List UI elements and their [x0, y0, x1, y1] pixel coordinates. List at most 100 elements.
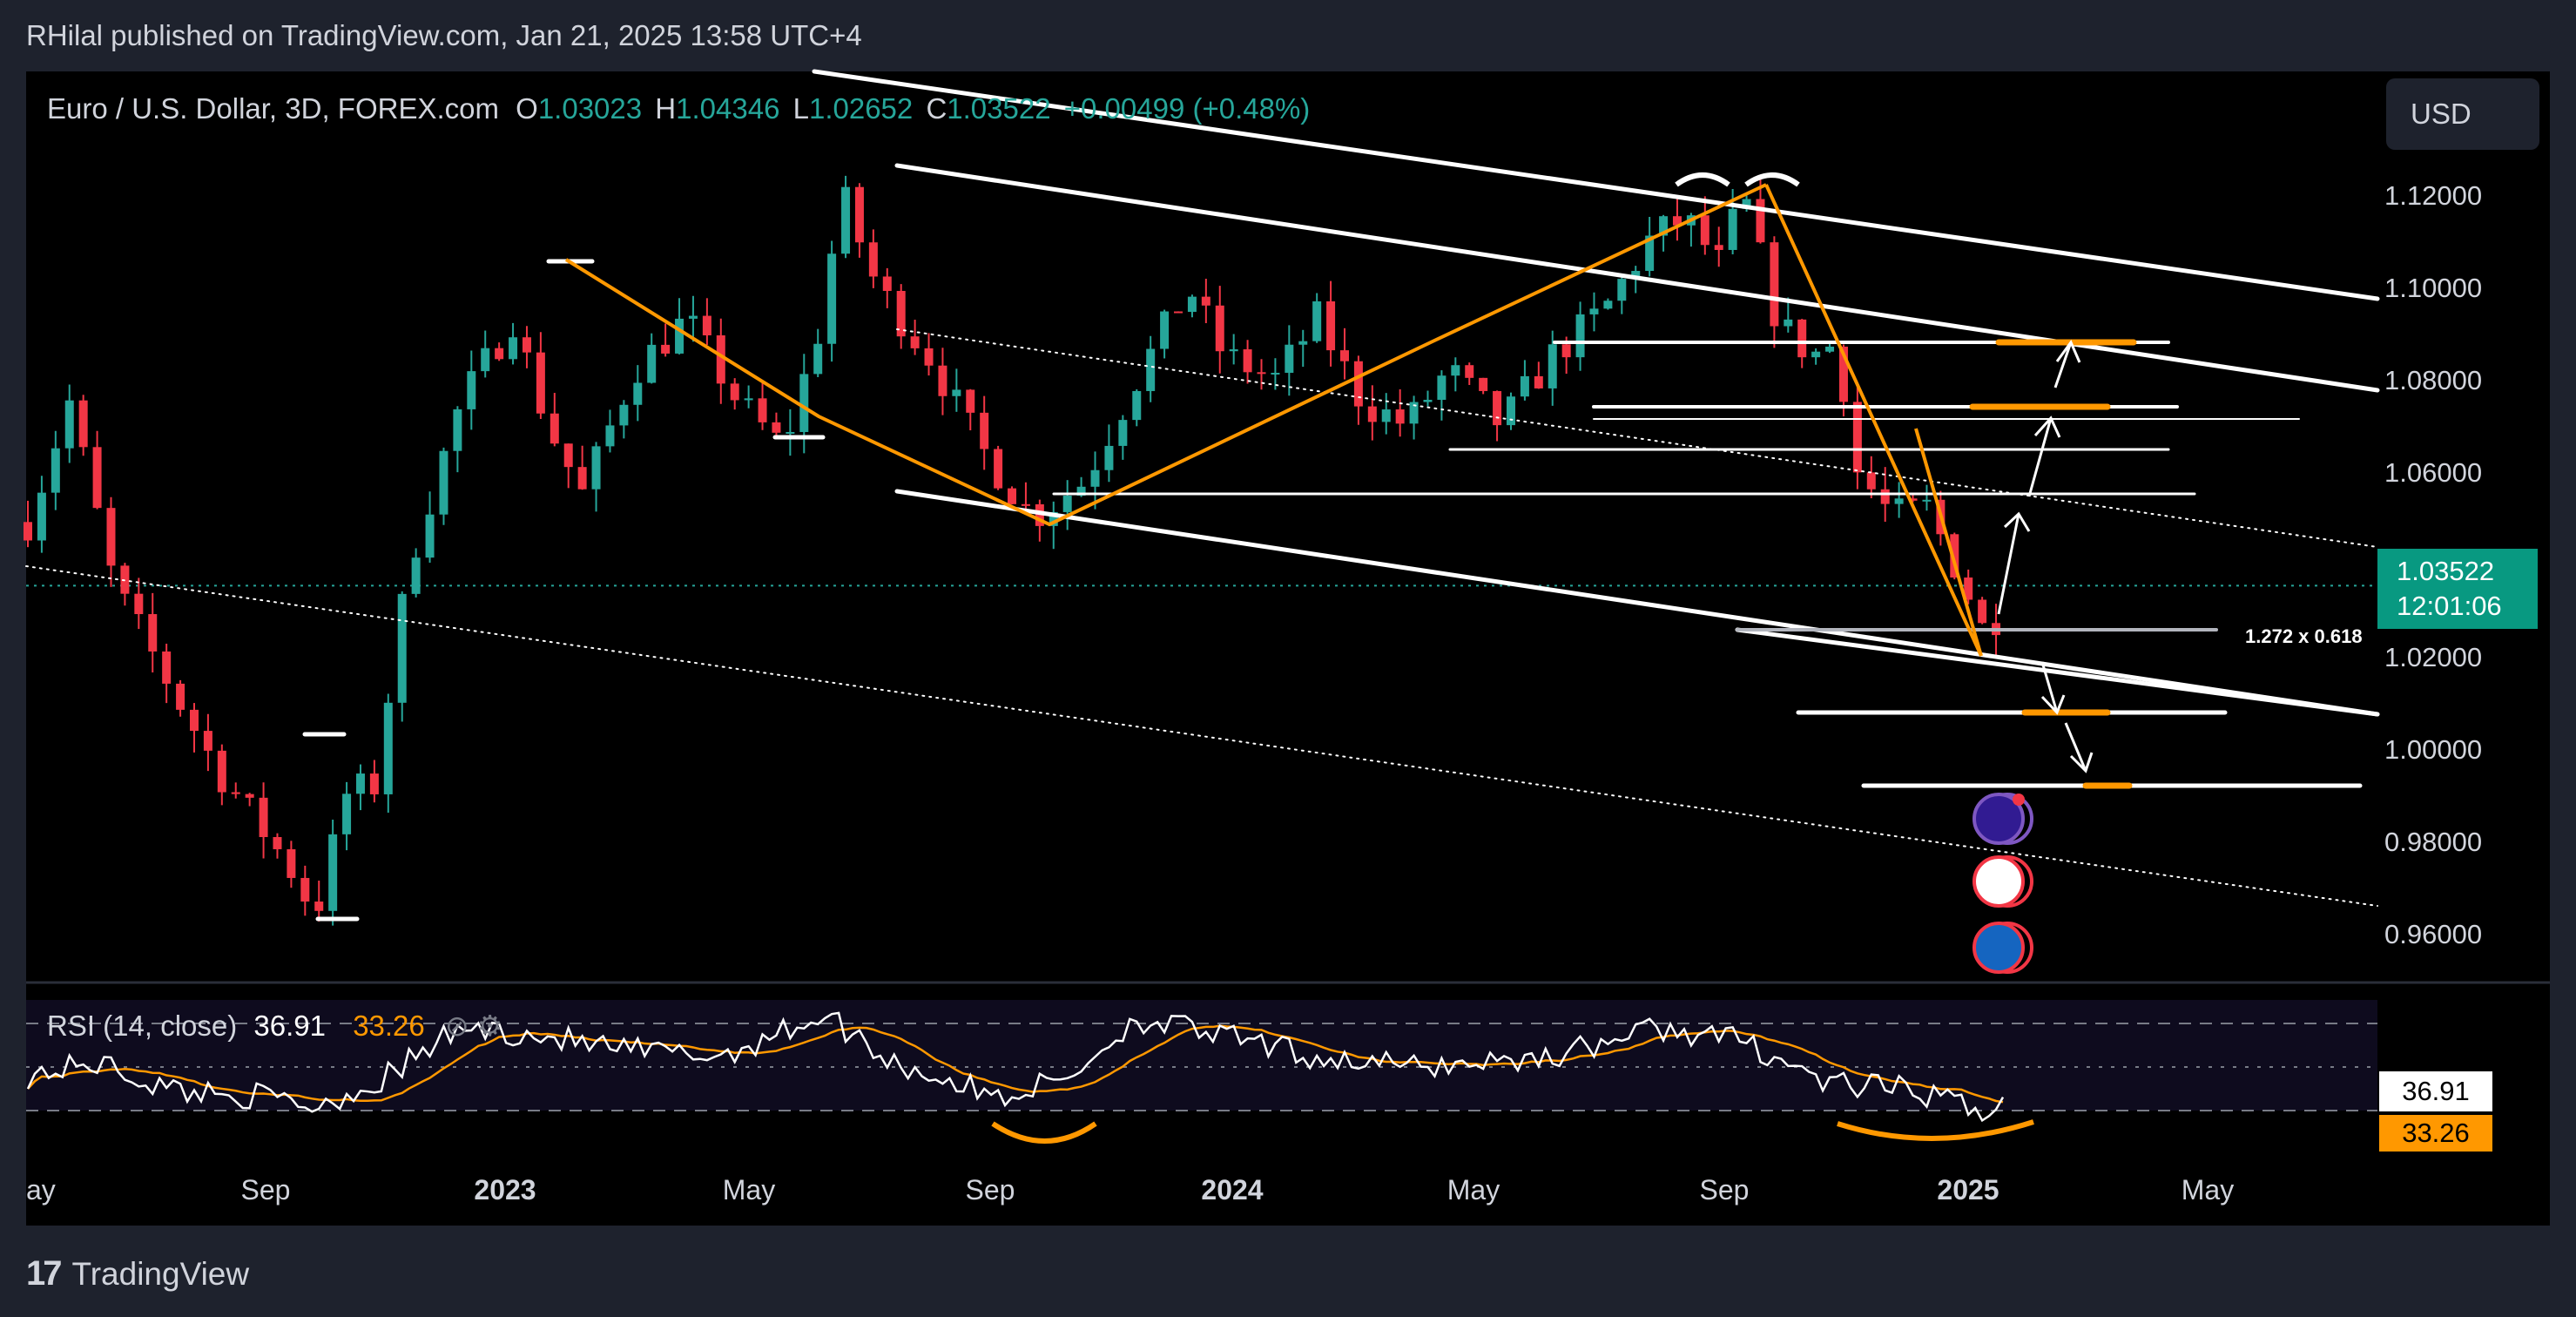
- bar-countdown: 12:01:06: [2397, 591, 2502, 621]
- price-tick-label: 1.02000: [2384, 642, 2482, 672]
- projection-arrowhead-down-2: [2069, 752, 2094, 773]
- rsi-ma-value: 33.26: [353, 1010, 425, 1042]
- candle-body: [1090, 469, 1100, 487]
- time-tick-label: 2023: [474, 1174, 536, 1206]
- candle-body: [605, 425, 615, 447]
- candle-body: [1617, 279, 1627, 301]
- candle-body: [1104, 445, 1114, 470]
- candle-body: [383, 702, 393, 794]
- candle-body: [1756, 199, 1765, 243]
- candle-body: [1340, 350, 1349, 361]
- candle-body: [1561, 344, 1571, 358]
- time-tick-label: ay: [26, 1174, 56, 1206]
- candle-body: [577, 467, 587, 490]
- candle-body: [591, 446, 601, 490]
- candle-body: [1811, 351, 1821, 358]
- projection-arrow-down-1: [2040, 661, 2059, 713]
- candle-body: [1160, 311, 1170, 349]
- low-label: L: [792, 92, 809, 125]
- candle-body: [425, 514, 435, 558]
- candle-body: [952, 389, 961, 396]
- candle-body: [1174, 311, 1183, 314]
- candle-body: [245, 794, 254, 798]
- symbol-label[interactable]: Euro / U.S. Dollar, 3D, FOREX.com: [47, 92, 499, 125]
- candle-body: [1437, 375, 1446, 400]
- candle-body: [1742, 199, 1751, 209]
- candle-body: [1575, 314, 1585, 358]
- open-label: O: [516, 92, 538, 125]
- change-value: +0.00499 (+0.48%): [1063, 92, 1311, 125]
- currency-button[interactable]: USD: [2386, 78, 2539, 150]
- candle-body: [1728, 208, 1737, 250]
- high-label: H: [655, 92, 677, 125]
- candle-body: [1922, 499, 1932, 502]
- projection-arrowhead-down-1: [2040, 694, 2066, 715]
- candle-body: [772, 422, 781, 433]
- rsi-value-tag: 36.91: [2379, 1071, 2492, 1111]
- candle-body: [1132, 390, 1142, 421]
- projection-arrow-1: [1997, 513, 2020, 615]
- candle-body: [675, 318, 684, 354]
- time-tick-label: Sep: [241, 1174, 291, 1206]
- tradingview-brand[interactable]: 17 TradingView: [26, 1254, 249, 1293]
- candle-body: [910, 336, 920, 348]
- high-value: 1.04346: [676, 92, 780, 125]
- candle-body: [24, 522, 32, 541]
- rsi-ma-tag: 33.26: [2379, 1115, 2492, 1152]
- candle-body: [1243, 349, 1252, 373]
- candle-body: [1493, 390, 1502, 426]
- double-top-arc-2: [1744, 172, 1800, 187]
- candle-body: [509, 337, 518, 360]
- time-tick-label: 2024: [1201, 1174, 1263, 1206]
- time-tick-label: Sep: [966, 1174, 1015, 1206]
- candle-body: [1589, 308, 1599, 314]
- projection-arrow-down-2: [2064, 722, 2087, 772]
- candle-body: [1409, 402, 1419, 424]
- price-tick-label: 0.98000: [2384, 827, 2482, 857]
- price-tick-label: 0.96000: [2384, 919, 2482, 949]
- candle-body: [1312, 301, 1322, 341]
- candle-body: [813, 343, 823, 375]
- candle-body: [1964, 577, 1973, 600]
- close-value: 1.03522: [947, 92, 1051, 125]
- candle-body: [287, 848, 296, 878]
- rsi-value: 36.91: [253, 1010, 327, 1042]
- economic-event-icon: [1972, 793, 2025, 845]
- brand-name: TradingView: [71, 1255, 250, 1292]
- rsi-title[interactable]: RSI (14, close): [47, 1010, 238, 1042]
- last-price: 1.03522: [2397, 556, 2495, 586]
- rsi-legend: RSI (14, close) 36.91 33.26 ⊘ ⚙: [47, 1009, 502, 1043]
- candle-body: [994, 449, 1003, 489]
- candle-body: [882, 276, 892, 291]
- candle-body: [1008, 488, 1017, 504]
- candle-body: [342, 794, 352, 834]
- candle-body: [1714, 245, 1723, 250]
- rsi-line: [26, 1011, 2005, 1123]
- candle-body: [647, 344, 657, 383]
- open-value: 1.03023: [537, 92, 643, 125]
- candle-body: [1367, 406, 1377, 422]
- candle-body: [314, 902, 324, 911]
- candle-body: [1603, 301, 1613, 309]
- candle-body: [1049, 511, 1058, 526]
- projection-arrowhead-3: [2055, 339, 2081, 363]
- time-tick-label: May: [1447, 1174, 1500, 1206]
- candle-body: [688, 315, 698, 319]
- rsi-settings-icon[interactable]: ⊘ ⚙: [444, 1010, 503, 1042]
- mid-dotted-trendline: [896, 328, 2378, 548]
- price-tick-label: 1.00000: [2384, 734, 2482, 765]
- candle-body: [896, 290, 906, 337]
- candle-body: [1672, 216, 1682, 226]
- candle-body: [1381, 409, 1391, 422]
- channel-lower-line: [894, 489, 2380, 717]
- candle-body: [1257, 372, 1266, 375]
- channel-lower-extension: [1735, 627, 2380, 717]
- candle-body: [799, 374, 809, 432]
- candle-body: [758, 398, 767, 422]
- candle-body: [51, 448, 60, 493]
- candle-body: [550, 413, 559, 444]
- long-dotted-trendline: [25, 565, 2378, 907]
- time-tick-label: May: [2182, 1174, 2234, 1206]
